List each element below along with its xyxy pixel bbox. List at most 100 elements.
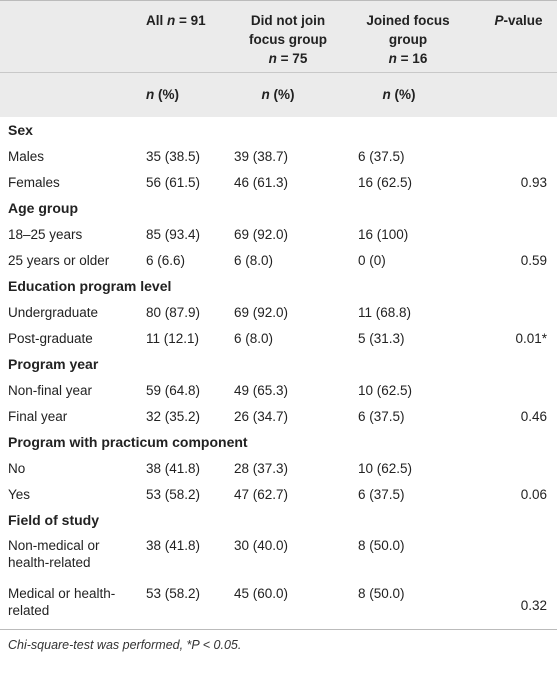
header-text: P (494, 13, 504, 28)
data-cell: 6 (37.5) (358, 408, 405, 424)
empty-cell (480, 221, 557, 247)
data-cell: 10 (62.5) (358, 460, 413, 476)
header-cell: n (%) (228, 72, 352, 117)
data-cell: 8 (50.0) (358, 586, 405, 601)
section-title: Field of study (8, 511, 99, 528)
data-row: 25 years or older 6 (6.6) 6 (8.0) 0 (0) 0.59 (0, 247, 557, 273)
data-row: Yes 53 (58.2) 47 (62.7) 6 (37.5) 0.06 (0, 481, 557, 507)
data-cell: 6 (8.0) (234, 252, 274, 268)
section-title: Program with practicum component (8, 433, 248, 450)
data-cell: 32 (35.2) (146, 408, 201, 424)
header-text: n (261, 87, 270, 102)
row-label: Undergraduate (8, 304, 99, 320)
data-cell: 35 (38.5) (146, 148, 201, 164)
data-cell: 39 (38.7) (234, 148, 289, 164)
empty-cell (480, 299, 557, 325)
data-row: Non-medical or health-related 38 (41.8) 30… (0, 533, 557, 581)
data-row: Females 56 (61.5) 46 (61.3) 16 (62.5) 0.93 (0, 169, 557, 195)
data-cell: 45 (60.0) (234, 586, 289, 601)
row-label: No (8, 460, 26, 476)
header-cell (0, 72, 140, 117)
data-cell: 6 (37.5) (358, 148, 405, 164)
p-value: 0.93 (520, 174, 547, 190)
header-cell: All n = 91 (140, 1, 228, 73)
data-cell: 53 (58.2) (146, 486, 201, 502)
data-cell: 47 (62.7) (234, 486, 289, 502)
header-text: (%) (154, 87, 179, 102)
row-label: Post-graduate (8, 330, 93, 346)
header-cell: n (%) (352, 72, 480, 117)
row-label: 18–25 years (8, 226, 83, 242)
header-text: n (146, 87, 155, 102)
data-cell: 11 (68.8) (358, 304, 412, 320)
data-cell: 46 (61.3) (234, 174, 289, 190)
section-title: Program year (8, 355, 99, 372)
data-cell: 6 (6.6) (146, 252, 186, 268)
row-label: Females (8, 174, 60, 190)
header-cell: Joined focus group n = 16 (352, 1, 480, 73)
data-row: 18–25 years 85 (93.4) 69 (92.0) 16 (100) (0, 221, 557, 247)
header-text: n (382, 87, 391, 102)
data-row: Undergraduate 80 (87.9) 69 (92.0) 11 (68.8) (0, 299, 557, 325)
empty-cell (480, 377, 557, 403)
row-label: Non-final year (8, 382, 93, 398)
data-cell: 16 (100) (358, 226, 409, 242)
section-row: Field of study (0, 507, 557, 533)
p-value: 0.59 (520, 252, 547, 268)
empty-cell (480, 533, 557, 581)
header-text: -value (503, 13, 543, 28)
data-row: Medical or health-related 53 (58.2) 45 (60… (0, 581, 557, 630)
row-label: Medical or health-related (8, 586, 116, 618)
data-cell: 80 (87.9) (146, 304, 201, 320)
row-label: Final year (8, 408, 68, 424)
data-cell: 6 (37.5) (358, 486, 405, 502)
header-text: = 91 (175, 13, 206, 28)
data-cell: 16 (62.5) (358, 174, 413, 190)
section-row: Sex (0, 117, 557, 143)
header-cell: Did not join focus group n = 75 (228, 1, 352, 73)
table-header: All n = 91 Did not join focus group n = 7… (0, 0, 557, 117)
data-cell: 10 (62.5) (358, 382, 413, 398)
header-cell: n (%) (140, 72, 228, 117)
data-cell: 38 (41.8) (146, 538, 201, 553)
section-title: Age group (8, 199, 78, 216)
section-row: Program year (0, 351, 557, 377)
data-cell: 59 (64.8) (146, 382, 201, 398)
data-cell: 56 (61.5) (146, 174, 201, 190)
data-table: All n = 91 Did not join focus group n = 7… (0, 0, 557, 630)
p-value: 0.32 (520, 597, 547, 613)
p-value: 0.46 (520, 408, 547, 424)
data-cell: 6 (8.0) (234, 330, 274, 346)
data-cell: 28 (37.3) (234, 460, 289, 476)
data-cell: 0 (0) (358, 252, 386, 268)
row-label: Yes (8, 486, 31, 502)
header-text: = 75 (276, 51, 308, 66)
table-body: Sex Males 35 (38.5) 39 (38.7) 6 (37.5) Female… (0, 117, 557, 630)
data-row: Non-final year 59 (64.8) 49 (65.3) 10 (62.5… (0, 377, 557, 403)
data-cell: 53 (58.2) (146, 586, 201, 601)
data-cell: 69 (92.0) (234, 304, 289, 320)
footnote: Chi-square-test was performed, *P < 0.05… (8, 638, 242, 652)
data-row: Final year 32 (35.2) 26 (34.7) 6 (37.5) 0.46 (0, 403, 557, 429)
p-value: 0.06 (520, 486, 547, 502)
row-label: 25 years or older (8, 252, 110, 268)
section-title: Sex (8, 121, 33, 138)
data-cell: 11 (12.1) (146, 330, 200, 346)
data-cell: 85 (93.4) (146, 226, 201, 242)
empty-cell (480, 455, 557, 481)
data-cell: 8 (50.0) (358, 538, 405, 553)
data-cell: 26 (34.7) (234, 408, 289, 424)
header-text: = 16 (396, 51, 428, 66)
data-cell: 49 (65.3) (234, 382, 289, 398)
section-row: Education program level (0, 273, 557, 299)
header-text: All (146, 13, 168, 28)
header-cell (480, 72, 557, 117)
section-row: Age group (0, 195, 557, 221)
header-text: n (268, 51, 277, 66)
data-row: Males 35 (38.5) 39 (38.7) 6 (37.5) (0, 143, 557, 169)
row-label: Males (8, 148, 45, 164)
data-cell: 30 (40.0) (234, 538, 289, 553)
data-cell: 69 (92.0) (234, 226, 289, 242)
section-title: Education program level (8, 277, 172, 294)
